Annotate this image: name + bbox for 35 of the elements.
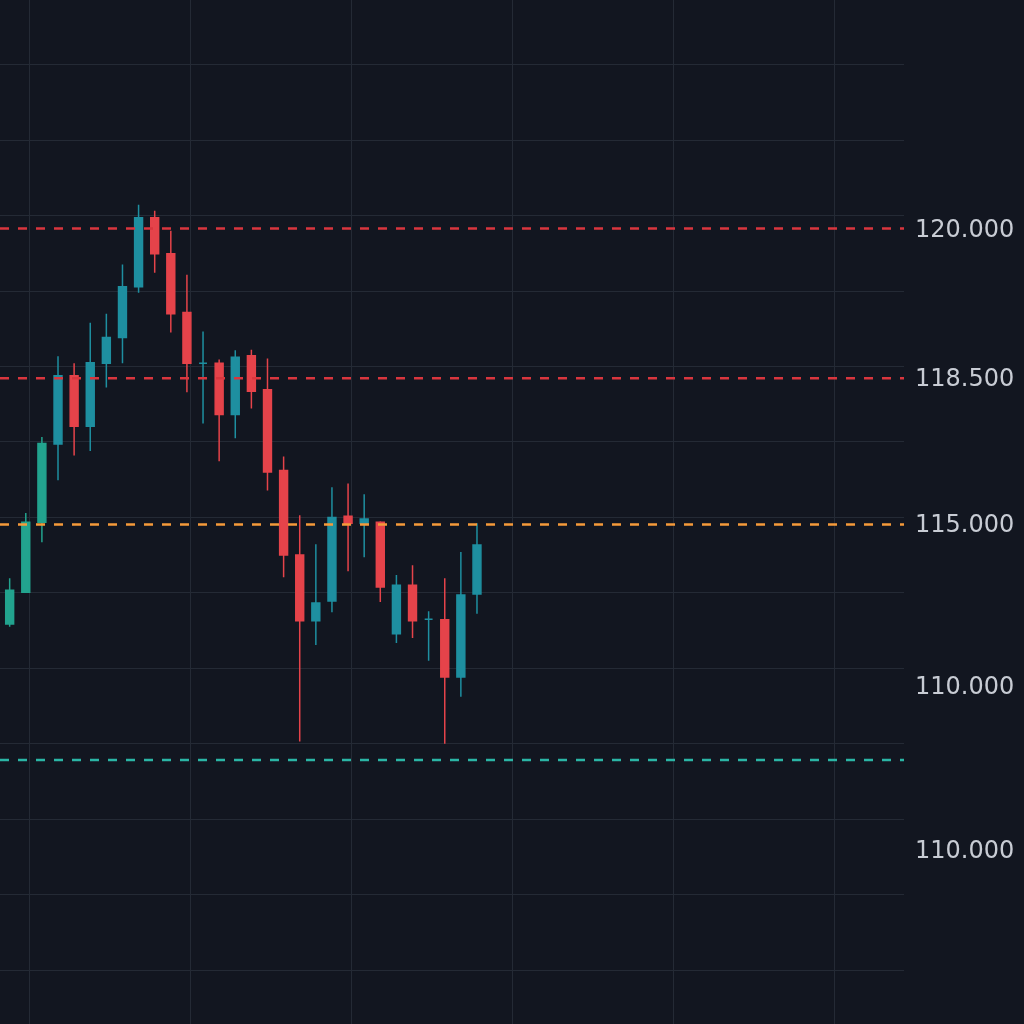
candlestick: [166, 229, 176, 334]
candlestick: [359, 493, 369, 559]
candlestick: [69, 362, 79, 457]
candlestick: [133, 204, 144, 294]
candlestick: [472, 522, 482, 615]
candlestick: [53, 355, 63, 481]
text: 118.500: [915, 364, 1015, 392]
candlestick: [85, 322, 95, 452]
candlestick: [407, 564, 418, 639]
text: 120.000: [915, 215, 1015, 243]
candlestick: [246, 349, 257, 410]
candlestick: [4, 577, 15, 628]
candlestick: [423, 610, 434, 662]
text: 110.000: [915, 836, 1015, 864]
candlestick: [311, 543, 321, 646]
candlestick: [262, 357, 273, 492]
candlestick: [456, 551, 466, 698]
candlestick: [21, 512, 31, 594]
candlestick: [278, 455, 289, 578]
candlestick: [37, 436, 47, 543]
candlestick: [182, 274, 192, 394]
candlestick: [230, 349, 240, 439]
candlestick: [117, 263, 128, 364]
candlestick: [440, 577, 450, 745]
candlestick: [391, 574, 402, 644]
candlestick: [375, 520, 385, 603]
text: 115.000: [915, 510, 1015, 538]
candlestick: [343, 482, 353, 573]
candlestick: [198, 330, 208, 425]
candlestick: [295, 514, 305, 743]
candlestick: [327, 486, 337, 613]
text: 110.000: [915, 672, 1015, 700]
candlestick: [150, 209, 160, 274]
candlestick: [214, 358, 224, 463]
candlestick: [101, 312, 112, 389]
